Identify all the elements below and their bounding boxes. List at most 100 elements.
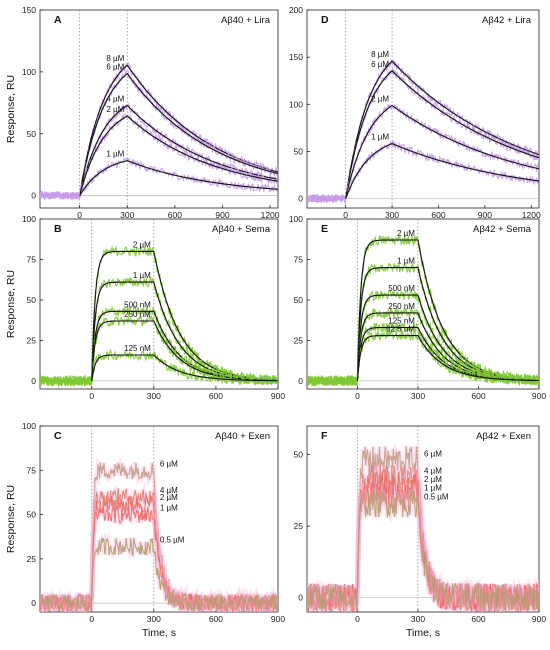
panel-C: 0 25 50 75 100 0 300 600 900 C Aβ40 + Exen 6 µM 4 µM… — [5, 421, 285, 639]
plot-area — [40, 245, 278, 388]
series-label: 2 µM — [133, 240, 151, 249]
y-tick-label: 0 — [31, 598, 36, 608]
fit-curve — [345, 60, 539, 199]
series-label: 2 µM — [160, 493, 178, 502]
series-label: 1 µM — [133, 271, 151, 280]
series-label: 125 nM — [124, 344, 151, 353]
series-line — [40, 245, 278, 388]
x-tick-label: 900 — [215, 210, 229, 220]
fit-curve — [345, 70, 539, 199]
x-tick-label: 300 — [120, 210, 134, 220]
y-axis-title: Response, RU — [5, 485, 17, 553]
series-label: 62.5 nM — [386, 325, 415, 334]
fit-curve — [356, 335, 539, 382]
y-tick-label: 75 — [27, 465, 37, 475]
fit-curve — [91, 250, 278, 381]
panel-B: 0 25 50 75 100 0 300 600 900 B Aβ40 + Sema 2 µM 1 µM… — [5, 214, 285, 401]
x-tick-label: 600 — [431, 210, 445, 220]
series-line — [40, 62, 278, 200]
y-tick-label: 25 — [294, 335, 304, 345]
panel-title: Aβ42 + Lira — [482, 15, 532, 26]
panel-title: Aβ40 + Sema — [212, 224, 271, 235]
series-label: 2 µM — [424, 475, 442, 484]
y-tick-label: 50 — [27, 129, 37, 139]
y-tick-label: 100 — [289, 99, 303, 109]
x-tick-label: 0 — [343, 210, 348, 220]
series-line — [307, 67, 539, 205]
plot-frame — [39, 218, 279, 390]
series-line — [307, 489, 539, 612]
panel-title: Aβ40 + Lira — [221, 15, 271, 26]
x-tick-label: 0 — [77, 210, 82, 220]
series-label: 6 µM — [371, 60, 389, 69]
series-label: 6 µM — [106, 63, 124, 72]
y-tick-label: 100 — [22, 421, 36, 431]
x-tick-label: 900 — [478, 210, 492, 220]
series-line — [40, 348, 278, 387]
panel-F: 0 25 50 0 300 600 900 F Aβ42 + Exen 6 µM 4 µM2 µM1… — [294, 425, 546, 639]
series-label: 1 µM — [160, 504, 178, 513]
series-line — [307, 59, 539, 205]
x-tick-label: 1200 — [261, 210, 280, 220]
y-tick-label: 50 — [294, 295, 304, 305]
panel-A: 0 50 100 150 0 300 600 900 1200 A Aβ40 + Lira 8 µM6… — [5, 5, 280, 220]
panel-letter: F — [321, 430, 328, 442]
x-tick-label: 600 — [168, 210, 182, 220]
x-tick-label: 900 — [271, 391, 285, 401]
plot-frame — [39, 9, 279, 209]
y-tick-label: 50 — [27, 510, 37, 520]
y-tick-label: 0 — [298, 593, 303, 603]
series-label: 6 µM — [424, 449, 442, 458]
series-label: 0.5 µM — [424, 492, 449, 501]
series-label: 2 µM — [397, 229, 415, 238]
series-label: 250 nM — [124, 310, 151, 319]
panel-letter: A — [54, 14, 62, 26]
series-label: 0.5 µM — [160, 535, 185, 544]
plot-area — [40, 62, 278, 201]
series-label: 1 µM — [424, 484, 442, 493]
y-tick-label: 25 — [27, 335, 37, 345]
series-label: 1 µM — [106, 150, 124, 159]
panel-D: 0 50 100 150 200 0 300 600 900 1200 D Aβ42 + Lira 8 … — [289, 5, 541, 220]
x-tick-label: 600 — [209, 391, 223, 401]
y-tick-label: 100 — [22, 214, 36, 224]
series-line — [40, 537, 278, 612]
series-label: 8 µM — [371, 50, 389, 59]
x-tick-label: 300 — [147, 614, 161, 624]
y-tick-label: 0 — [31, 191, 36, 201]
x-tick-label: 300 — [147, 391, 161, 401]
plot-frame — [39, 425, 279, 613]
x-tick-label: 600 — [209, 614, 223, 624]
x-tick-label: 300 — [385, 210, 399, 220]
panel-title: Aβ40 + Exen — [215, 431, 270, 442]
y-tick-label: 25 — [27, 554, 37, 564]
x-tick-label: 900 — [532, 391, 546, 401]
fit-curve — [91, 281, 278, 381]
x-tick-label: 600 — [471, 614, 485, 624]
x-tick-label: 900 — [532, 614, 546, 624]
y-tick-label: 50 — [294, 450, 304, 460]
y-tick-label: 150 — [22, 5, 36, 15]
panel-letter: D — [321, 14, 329, 26]
fit-curve — [356, 267, 539, 381]
series-label: 4 µM — [424, 467, 442, 476]
series-line — [40, 102, 278, 201]
x-axis-title: Time, s — [406, 627, 440, 639]
y-tick-label: 100 — [22, 67, 36, 77]
x-tick-label: 0 — [89, 391, 94, 401]
y-axis-title: Response, RU — [5, 75, 17, 143]
series-label: 500 nM — [388, 284, 415, 293]
y-tick-label: 50 — [294, 146, 304, 156]
panel-E: 0 25 50 75 100 0 300 600 900 E Aβ42 + Sema 2 µM 1 µM… — [289, 214, 547, 401]
plot-frame — [306, 9, 540, 209]
x-axis-title: Time, s — [142, 627, 176, 639]
y-tick-label: 25 — [294, 521, 304, 531]
fit-curve — [79, 104, 278, 196]
y-tick-label: 0 — [298, 194, 303, 204]
x-tick-label: 600 — [471, 391, 485, 401]
y-tick-label: 75 — [294, 254, 304, 264]
x-tick-label: 300 — [411, 391, 425, 401]
y-axis-title: Response, RU — [5, 270, 17, 338]
plot-frame — [306, 425, 540, 613]
x-tick-label: 0 — [355, 391, 360, 401]
